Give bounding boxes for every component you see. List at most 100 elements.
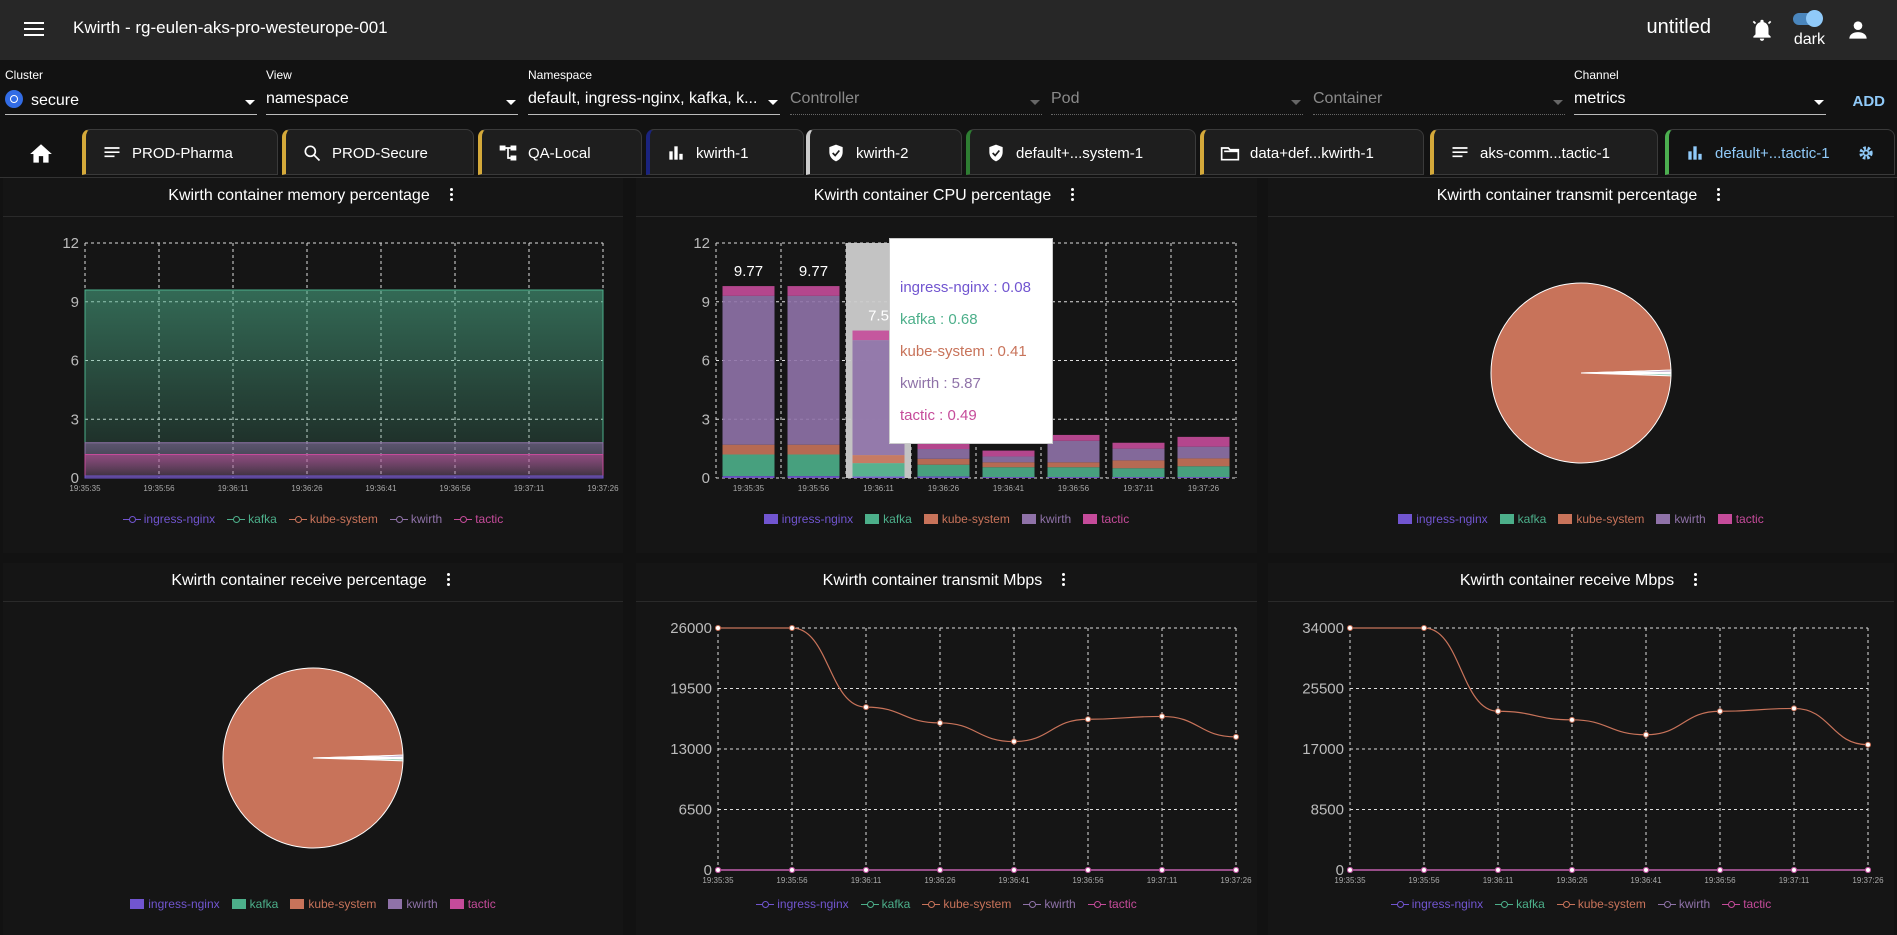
legend-item[interactable]: kube-system — [922, 897, 1011, 911]
legend-label: tactic — [1735, 512, 1764, 526]
legend-item[interactable]: ingress-nginx — [763, 512, 853, 526]
more-options-icon[interactable] — [1711, 187, 1725, 203]
point-kube-system — [1865, 741, 1871, 748]
panel-memory: Kwirth container memory percentage 0 3 6 9 1… — [3, 178, 623, 553]
legend-marker — [231, 899, 246, 909]
point-kube-system — [1347, 625, 1353, 631]
workspace-name[interactable]: untitled — [1646, 16, 1712, 38]
legend-item[interactable]: tactic — [1717, 512, 1764, 526]
legend-item[interactable]: kafka — [860, 897, 910, 911]
legend-item[interactable]: kube-system — [288, 512, 378, 526]
legend-item[interactable]: kwirth — [1023, 897, 1076, 911]
legend-item[interactable]: tactic — [449, 897, 496, 911]
more-options-icon[interactable] — [1688, 572, 1702, 588]
legend-marker — [1390, 899, 1409, 909]
x-tick-label: 19:35:56 — [776, 876, 808, 885]
legend-item[interactable]: tactic — [1722, 897, 1771, 911]
tab-PROD-Secure[interactable]: PROD-Secure — [282, 129, 474, 175]
point-tactic — [789, 867, 795, 873]
cluster-value: secure — [31, 92, 80, 109]
legend-marker — [388, 899, 403, 909]
legend-item[interactable]: kafka — [1499, 512, 1546, 526]
point-kube-system — [1421, 625, 1427, 631]
tab-kwirth-2[interactable]: kwirth-2 — [806, 129, 962, 175]
tab-kwirth-1[interactable]: kwirth-1 — [646, 129, 804, 175]
y-tick-label: 19500 — [670, 681, 712, 698]
controller-select[interactable]: Controller — [790, 68, 1042, 116]
x-tick-label: 19:36:11 — [863, 484, 894, 493]
pie-slice-tactic — [1580, 371, 1672, 374]
legend-item[interactable]: kwirth — [1656, 512, 1706, 526]
cluster-select[interactable]: Cluster secure — [5, 68, 257, 116]
legend-label: kube-system — [1576, 512, 1645, 526]
legend-item[interactable]: kube-system — [1558, 512, 1644, 526]
legend-item[interactable]: kwirth — [388, 897, 438, 911]
notifications-icon[interactable] — [1749, 17, 1775, 43]
legend-item[interactable]: kafka — [231, 897, 278, 911]
point-kube-system — [1011, 738, 1017, 745]
gear-icon[interactable] — [1856, 143, 1876, 163]
channel-value: metrics — [1574, 90, 1626, 107]
legend-item[interactable]: tactic — [1083, 512, 1129, 526]
legend-label: ingress-nginx — [777, 897, 849, 911]
legend-item[interactable]: kwirth — [1657, 897, 1710, 911]
legend-item[interactable]: kafka — [1495, 897, 1545, 911]
bar-kafka — [722, 454, 775, 477]
legend-item[interactable]: kube-system — [923, 512, 1010, 526]
tab-PROD-Pharma[interactable]: PROD-Pharma — [82, 129, 278, 175]
legend-marker — [860, 899, 879, 909]
more-options-icon[interactable] — [441, 572, 455, 588]
view-select[interactable]: View namespace — [266, 68, 518, 116]
legend-item[interactable]: tactic — [1087, 897, 1137, 911]
bar-tactic — [917, 441, 970, 450]
legend-item[interactable]: kwirth — [1021, 512, 1071, 526]
bar-kwirth — [1177, 446, 1230, 459]
panel-transmit-percentage: Kwirth container transmit percentage ing… — [1268, 178, 1894, 553]
legend-marker — [1657, 899, 1676, 909]
legend-item[interactable]: kafka — [227, 512, 277, 526]
tab-default+...tactic-1[interactable]: default+...tactic-1 — [1665, 129, 1895, 175]
search-icon — [302, 143, 322, 163]
tab-aks-comm...tactic-1[interactable]: aks-comm...tactic-1 — [1430, 129, 1658, 175]
add-button[interactable]: ADD — [1852, 93, 1886, 110]
x-tick-label: 19:37:11 — [1123, 484, 1154, 493]
view-label: View — [266, 68, 292, 82]
point-tactic — [1085, 867, 1091, 873]
theme-label: dark — [1793, 31, 1825, 48]
bar-kube-system — [722, 444, 775, 455]
legend-item[interactable]: kube-system — [1556, 897, 1646, 911]
legend-label: ingress-nginx — [1416, 512, 1488, 526]
legend-item[interactable]: kafka — [865, 512, 912, 526]
more-options-icon[interactable] — [1056, 572, 1070, 588]
legend-marker — [389, 514, 408, 524]
container-select[interactable]: Container — [1313, 68, 1565, 116]
legend-item[interactable]: tactic — [454, 512, 503, 526]
legend-item[interactable]: ingress-nginx — [122, 512, 215, 526]
legend-item[interactable]: ingress-nginx — [130, 897, 220, 911]
y-tick-label: 34000 — [1302, 620, 1344, 637]
menu-icon[interactable] — [22, 18, 46, 42]
more-options-icon[interactable] — [1065, 187, 1079, 203]
container-placeholder: Container — [1313, 90, 1383, 107]
x-tick-label: 19:35:35 — [702, 876, 734, 885]
home-icon[interactable] — [28, 141, 56, 169]
bar-ingress-nginx — [917, 476, 970, 478]
point-tactic — [1347, 867, 1353, 873]
tab-QA-Local[interactable]: QA-Local — [478, 129, 642, 175]
legend-item[interactable]: ingress-nginx — [1398, 512, 1488, 526]
theme-toggle[interactable] — [1791, 10, 1823, 27]
tab-default+...system-1[interactable]: default+...system-1 — [966, 129, 1196, 175]
legend-item[interactable]: kwirth — [389, 512, 442, 526]
bar-kube-system — [917, 458, 970, 465]
more-options-icon[interactable] — [444, 187, 458, 203]
data-label: 9.77 — [799, 263, 828, 280]
legend-item[interactable]: ingress-nginx — [1390, 897, 1483, 911]
bar-kwirth — [722, 295, 775, 445]
legend-item[interactable]: ingress-nginx — [756, 897, 849, 911]
namespace-select[interactable]: Namespace default, ingress-nginx, kafka,… — [528, 68, 780, 116]
user-icon[interactable] — [1845, 17, 1871, 43]
legend-item[interactable]: kube-system — [290, 897, 376, 911]
channel-select[interactable]: Channel metrics — [1574, 68, 1826, 116]
pod-select[interactable]: Pod — [1051, 68, 1303, 116]
tab-data+def...kwirth-1[interactable]: data+def...kwirth-1 — [1200, 129, 1424, 175]
